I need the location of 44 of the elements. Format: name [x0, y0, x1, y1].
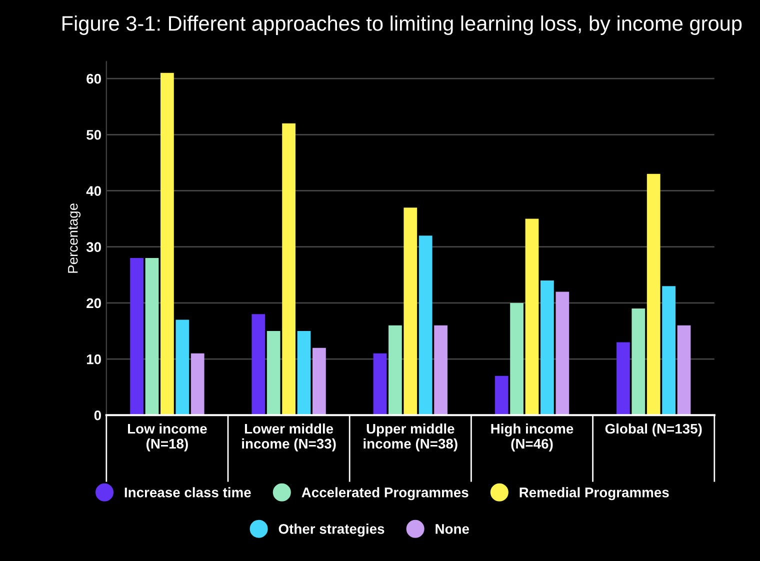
- bar: [404, 208, 418, 416]
- bar: [662, 286, 676, 416]
- y-tick-label: 10: [86, 354, 101, 364]
- bar: [130, 258, 144, 416]
- y-tick-label: 50: [86, 130, 101, 140]
- x-tick-label: Low income (N=18): [128, 423, 207, 452]
- bar: [252, 314, 266, 416]
- bar: [176, 320, 190, 416]
- bar: [297, 330, 311, 416]
- x-tick-label: Global (N=135): [605, 423, 702, 436]
- y-axis-title: Percentage: [68, 204, 81, 273]
- bar: [632, 308, 646, 416]
- bar: [266, 330, 280, 416]
- y-tick-label: 0: [94, 410, 101, 420]
- legend-label: Remedial Programmes: [520, 487, 669, 500]
- x-tick-label: Upper middle income (N=38): [364, 423, 458, 452]
- bar: [556, 292, 570, 416]
- legend-label: Accelerated Programmes: [302, 487, 468, 500]
- y-tick-label: 30: [86, 242, 101, 252]
- bar: [494, 376, 508, 416]
- bar: [388, 325, 402, 416]
- x-tick-label: High income (N=46): [491, 423, 574, 452]
- x-tick-label: Lower middle income (N=33): [242, 423, 336, 452]
- chart-title: Figure 3-1: Different approaches to limiting learning loss, by income group: [62, 16, 742, 35]
- bar: [190, 353, 204, 416]
- bar: [282, 123, 296, 416]
- bar: [434, 325, 448, 416]
- bar: [312, 348, 326, 416]
- bar: [525, 218, 539, 416]
- bar: [677, 325, 691, 416]
- y-tick-label: 60: [86, 74, 101, 84]
- bar: [373, 353, 387, 416]
- legend-label: Other strategies: [278, 524, 384, 537]
- bar: [145, 258, 159, 416]
- bar: [540, 280, 554, 416]
- y-tick-label: 40: [86, 186, 101, 196]
- legend-label: Increase class time: [124, 487, 251, 498]
- y-tick-label: 20: [86, 298, 101, 308]
- bar: [418, 236, 432, 416]
- bar: [160, 72, 174, 416]
- bar: [646, 174, 660, 416]
- bar: [616, 342, 630, 416]
- bar: [510, 302, 524, 416]
- legend-label: None: [436, 524, 470, 534]
